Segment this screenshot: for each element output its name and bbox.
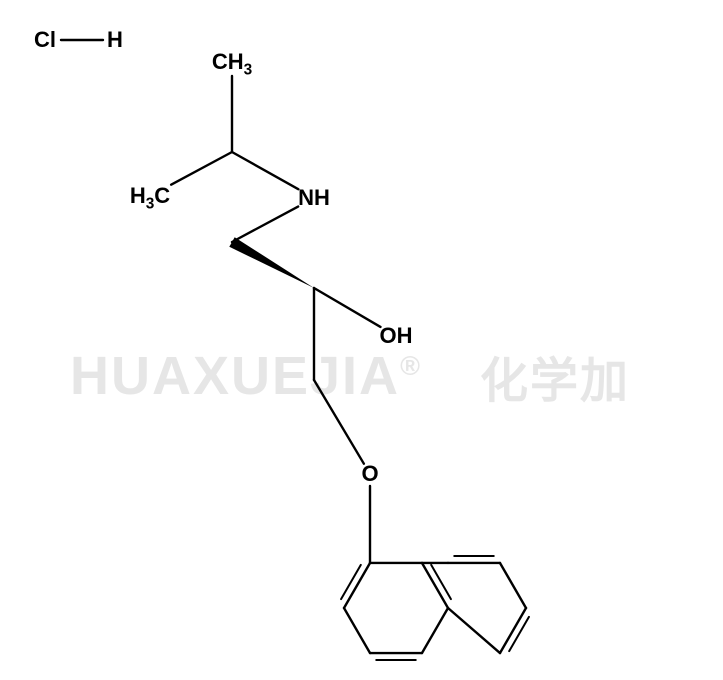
atom-OH: OH [380, 325, 413, 347]
bond-layer [0, 0, 723, 680]
atom-O_ether: O [361, 463, 378, 485]
atom-H_hcl: H [107, 29, 123, 51]
atom-Cl_hcl: Cl [34, 29, 56, 51]
atom-CH3_left: H3C [130, 185, 170, 207]
structure-canvas: HUAXUEJIA® 化学加 HClCH3H3CNHOHO [0, 0, 723, 680]
atom-NH: NH [298, 187, 330, 209]
atom-CH3_top: CH3 [212, 51, 252, 73]
